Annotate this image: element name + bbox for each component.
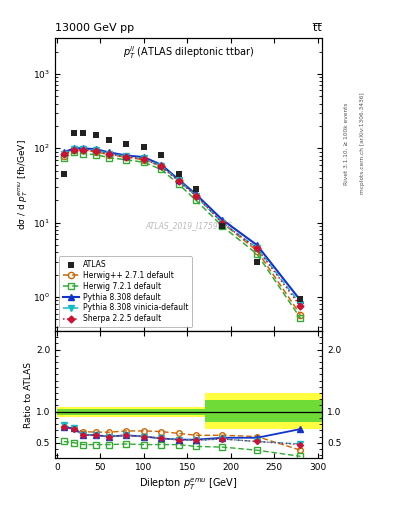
Sherpa 2.2.5 default (159, 163, 163, 169)
Pythia 8.308 vinicia-default (72, 146, 77, 153)
Herwig++ 2.7.1 default (176, 177, 181, 183)
Pythia 8.308 default (72, 145, 77, 152)
Sherpa 2.2.5 default (220, 220, 224, 226)
Sherpa 2.2.5 default (298, 303, 303, 309)
Sherpa 2.2.5 default (255, 245, 259, 251)
Line: Herwig 7.2.1 default: Herwig 7.2.1 default (61, 150, 304, 322)
Herwig++ 2.7.1 default (72, 147, 77, 153)
Herwig 7.2.1 default (124, 157, 129, 163)
Sherpa 2.2.5 default (61, 151, 66, 157)
ATLAS (193, 185, 199, 194)
Herwig++ 2.7.1 default (255, 248, 259, 254)
Herwig 7.2.1 default (255, 251, 259, 257)
Pythia 8.308 default (141, 154, 146, 160)
Herwig 7.2.1 default (298, 315, 303, 322)
Herwig++ 2.7.1 default (61, 153, 66, 159)
Text: ATLAS_2019_I1759875: ATLAS_2019_I1759875 (145, 221, 232, 230)
Herwig 7.2.1 default (107, 155, 111, 161)
Text: 13000 GeV pp: 13000 GeV pp (55, 23, 134, 33)
ATLAS (158, 151, 164, 159)
Text: t̅t̅: t̅t̅ (314, 23, 322, 33)
Sherpa 2.2.5 default (176, 178, 181, 184)
Pythia 8.308 vinicia-default (61, 151, 66, 157)
ATLAS (176, 170, 182, 178)
Pythia 8.308 default (255, 242, 259, 248)
ATLAS (254, 258, 260, 266)
ATLAS (298, 295, 304, 303)
Sherpa 2.2.5 default (72, 147, 77, 153)
Pythia 8.308 vinicia-default (220, 220, 224, 226)
Herwig 7.2.1 default (141, 159, 146, 165)
Herwig 7.2.1 default (94, 152, 98, 158)
Herwig 7.2.1 default (72, 150, 77, 156)
Pythia 8.308 vinicia-default (194, 193, 198, 199)
Pythia 8.308 default (176, 177, 181, 183)
Legend: ATLAS, Herwig++ 2.7.1 default, Herwig 7.2.1 default, Pythia 8.308 default, Pythi: ATLAS, Herwig++ 2.7.1 default, Herwig 7.… (59, 256, 192, 327)
Herwig 7.2.1 default (220, 223, 224, 229)
Herwig++ 2.7.1 default (81, 147, 85, 153)
Herwig++ 2.7.1 default (107, 152, 111, 158)
Pythia 8.308 default (81, 145, 85, 152)
Pythia 8.308 default (107, 150, 111, 156)
ATLAS (93, 131, 99, 139)
Pythia 8.308 vinicia-default (107, 151, 111, 157)
Pythia 8.308 vinicia-default (124, 153, 129, 159)
Pythia 8.308 vinicia-default (255, 245, 259, 251)
Sherpa 2.2.5 default (124, 154, 129, 160)
Line: Pythia 8.308 vinicia-default: Pythia 8.308 vinicia-default (61, 146, 304, 307)
Y-axis label: Ratio to ATLAS: Ratio to ATLAS (24, 361, 33, 428)
Herwig++ 2.7.1 default (159, 163, 163, 169)
ATLAS (141, 143, 147, 151)
Pythia 8.308 default (124, 153, 129, 159)
Sherpa 2.2.5 default (194, 193, 198, 199)
Herwig++ 2.7.1 default (194, 193, 198, 199)
Sherpa 2.2.5 default (107, 151, 111, 157)
Herwig 7.2.1 default (194, 197, 198, 203)
Pythia 8.308 vinicia-default (298, 301, 303, 307)
Pythia 8.308 default (94, 146, 98, 153)
Pythia 8.308 default (61, 150, 66, 156)
ATLAS (80, 129, 86, 137)
ATLAS (71, 129, 77, 137)
X-axis label: Dilepton $p_T^{emu}$ [GeV]: Dilepton $p_T^{emu}$ [GeV] (140, 476, 238, 492)
Line: Sherpa 2.2.5 default: Sherpa 2.2.5 default (61, 147, 303, 309)
Pythia 8.308 default (159, 162, 163, 168)
Herwig 7.2.1 default (61, 155, 66, 161)
Herwig++ 2.7.1 default (124, 154, 129, 160)
Pythia 8.308 vinicia-default (81, 146, 85, 153)
Herwig++ 2.7.1 default (94, 148, 98, 155)
Pythia 8.308 default (220, 217, 224, 223)
Pythia 8.308 vinicia-default (176, 177, 181, 183)
ATLAS (123, 140, 130, 148)
Pythia 8.308 vinicia-default (141, 156, 146, 162)
Text: $p_T^{ll}$ (ATLAS dileptonic ttbar): $p_T^{ll}$ (ATLAS dileptonic ttbar) (123, 44, 254, 61)
Herwig++ 2.7.1 default (141, 157, 146, 163)
Pythia 8.308 default (298, 297, 303, 304)
Sherpa 2.2.5 default (141, 156, 146, 162)
Line: Pythia 8.308 default: Pythia 8.308 default (60, 145, 304, 304)
Text: Rivet 3.1.10, ≥ 100k events: Rivet 3.1.10, ≥ 100k events (344, 102, 349, 185)
Herwig 7.2.1 default (176, 181, 181, 187)
Herwig++ 2.7.1 default (220, 220, 224, 226)
Herwig++ 2.7.1 default (298, 312, 303, 318)
Sherpa 2.2.5 default (81, 147, 85, 153)
Herwig 7.2.1 default (159, 166, 163, 173)
Herwig 7.2.1 default (81, 151, 85, 157)
ATLAS (61, 170, 67, 178)
Y-axis label: dσ / d $p_T^{emu}$ [fb/GeV]: dσ / d $p_T^{emu}$ [fb/GeV] (17, 139, 30, 230)
Line: Herwig++ 2.7.1 default: Herwig++ 2.7.1 default (61, 147, 304, 318)
Pythia 8.308 vinicia-default (159, 163, 163, 169)
Pythia 8.308 default (194, 191, 198, 198)
ATLAS (106, 136, 112, 144)
Sherpa 2.2.5 default (94, 148, 98, 154)
Text: mcplots.cern.ch [arXiv:1306.3436]: mcplots.cern.ch [arXiv:1306.3436] (360, 93, 365, 194)
ATLAS (219, 222, 225, 230)
Pythia 8.308 vinicia-default (94, 147, 98, 154)
